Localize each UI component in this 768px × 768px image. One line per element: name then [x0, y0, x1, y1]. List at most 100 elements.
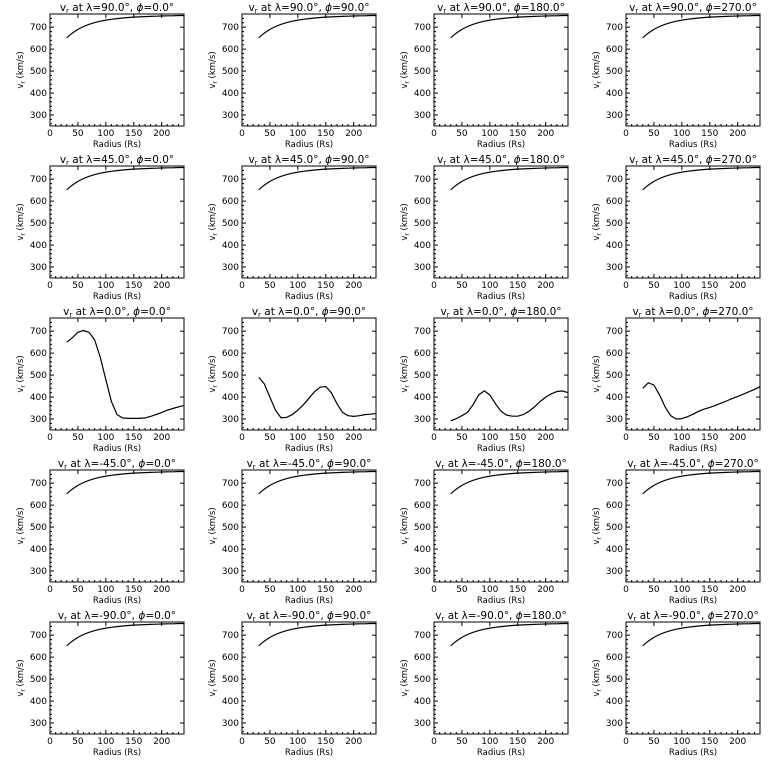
x-tick-label: 200	[153, 129, 170, 139]
x-tick-label: 150	[125, 433, 142, 443]
y-tick-label: 400	[30, 545, 47, 555]
plot-frame	[49, 621, 185, 735]
x-tick-label: 200	[345, 737, 362, 747]
x-tick-label: 150	[317, 585, 334, 595]
y-axis-label: vr (km/s)	[208, 203, 219, 240]
y-tick-label: 700	[414, 23, 431, 33]
panel-title: vr at λ=0.0°, ϕ=180.0°	[440, 306, 561, 319]
y-tick-label: 600	[414, 653, 431, 663]
x-tick-label: 0	[47, 433, 53, 443]
x-axis-label: Radius (Rs)	[669, 444, 717, 454]
y-tick-label: 300	[606, 415, 623, 425]
chart-panel-r4-c3: vr at λ=-45.0°, ϕ=180.0° 0 50 100 150 200 300 4…	[400, 458, 569, 606]
x-tick-label: 50	[648, 737, 660, 747]
y-tick-label: 300	[222, 263, 239, 273]
y-tick-label: 600	[30, 653, 47, 663]
plot-frame	[241, 317, 377, 431]
x-tick-label: 150	[317, 129, 334, 139]
panel-title: vr at λ=45.0°, ϕ=90.0°	[248, 154, 369, 167]
x-tick-label: 100	[97, 129, 114, 139]
x-tick-label: 50	[456, 281, 468, 291]
series-line	[642, 622, 760, 647]
x-tick-label: 200	[345, 585, 362, 595]
x-tick-label: 50	[264, 737, 276, 747]
chart-panel-r2-c1: vr at λ=45.0°, ϕ=0.0° 0 50 100 150 200 300 400 5…	[16, 154, 185, 302]
y-tick-label: 700	[414, 479, 431, 489]
plot-frame	[625, 469, 761, 583]
y-tick-label: 400	[222, 545, 239, 555]
plot-frame	[241, 469, 377, 583]
y-tick-label: 700	[30, 175, 47, 185]
x-tick-label: 200	[537, 129, 554, 139]
plot-frame	[433, 317, 569, 431]
y-axis-label: vr (km/s)	[400, 203, 411, 240]
y-tick-label: 500	[414, 371, 431, 381]
y-tick-label: 600	[414, 501, 431, 511]
y-tick-label: 700	[606, 631, 623, 641]
x-tick-label: 50	[648, 433, 660, 443]
x-axis-label: Radius (Rs)	[93, 444, 141, 454]
x-tick-label: 0	[47, 281, 53, 291]
x-tick-label: 100	[481, 585, 498, 595]
series-line	[642, 382, 761, 420]
x-axis-label: Radius (Rs)	[285, 596, 333, 606]
y-tick-label: 500	[30, 675, 47, 685]
series-line	[66, 470, 184, 495]
y-tick-label: 400	[222, 89, 239, 99]
y-axis-label: vr (km/s)	[16, 355, 27, 392]
y-tick-label: 300	[606, 111, 623, 121]
x-tick-label: 100	[481, 433, 498, 443]
x-axis-label: Radius (Rs)	[285, 140, 333, 150]
series-line	[258, 376, 377, 419]
y-tick-label: 300	[222, 719, 239, 729]
y-tick-label: 300	[30, 567, 47, 577]
chart-panel-r2-c2: vr at λ=45.0°, ϕ=90.0° 0 50 100 150 200 300 400…	[208, 154, 377, 302]
series-line	[642, 14, 760, 39]
x-tick-label: 50	[264, 585, 276, 595]
chart-panel-r1-c2: vr at λ=90.0°, ϕ=90.0° 0 50 100 150 200 300 400…	[208, 2, 377, 150]
y-axis-label: vr (km/s)	[592, 51, 603, 88]
y-tick-label: 700	[414, 175, 431, 185]
chart-panel-r5-c2: vr at λ=-90.0°, ϕ=90.0° 0 50 100 150 200 300 40…	[208, 610, 377, 758]
x-tick-label: 150	[701, 281, 718, 291]
y-axis-label: vr (km/s)	[592, 659, 603, 696]
y-tick-label: 700	[606, 175, 623, 185]
y-tick-label: 300	[606, 263, 623, 273]
x-tick-label: 200	[153, 281, 170, 291]
y-tick-label: 300	[222, 415, 239, 425]
chart-panel-r4-c4: vr at λ=-45.0°, ϕ=270.0° 0 50 100 150 200 300 4…	[592, 458, 761, 606]
x-tick-label: 100	[481, 281, 498, 291]
y-tick-label: 500	[30, 523, 47, 533]
y-tick-label: 700	[222, 23, 239, 33]
x-axis-label: Radius (Rs)	[93, 596, 141, 606]
x-axis-label: Radius (Rs)	[93, 140, 141, 150]
x-tick-label: 150	[701, 129, 718, 139]
panel-title: vr at λ=90.0°, ϕ=270.0°	[629, 2, 757, 15]
plot-frame	[625, 317, 761, 431]
x-tick-label: 0	[239, 281, 245, 291]
y-axis-label: vr (km/s)	[400, 355, 411, 392]
x-tick-label: 200	[153, 433, 170, 443]
x-tick-label: 50	[456, 585, 468, 595]
y-tick-label: 600	[606, 197, 623, 207]
y-tick-label: 400	[414, 545, 431, 555]
y-tick-label: 700	[30, 631, 47, 641]
x-tick-label: 0	[47, 585, 53, 595]
y-tick-label: 500	[414, 523, 431, 533]
x-tick-label: 100	[289, 585, 306, 595]
plot-frame	[49, 13, 185, 127]
chart-panel-r3-c3: vr at λ=0.0°, ϕ=180.0° 0 50 100 150 200 300 400…	[400, 306, 569, 454]
x-axis-label: Radius (Rs)	[669, 292, 717, 302]
x-tick-label: 200	[345, 129, 362, 139]
y-tick-label: 400	[414, 89, 431, 99]
y-tick-label: 300	[30, 263, 47, 273]
x-tick-label: 50	[456, 129, 468, 139]
y-tick-label: 300	[414, 111, 431, 121]
x-tick-label: 0	[431, 281, 437, 291]
y-tick-label: 500	[414, 67, 431, 77]
y-tick-label: 300	[414, 719, 431, 729]
series-line	[258, 166, 376, 191]
x-axis-label: Radius (Rs)	[477, 596, 525, 606]
panel-title: vr at λ=-45.0°, ϕ=180.0°	[435, 458, 567, 471]
y-axis-label: vr (km/s)	[400, 659, 411, 696]
